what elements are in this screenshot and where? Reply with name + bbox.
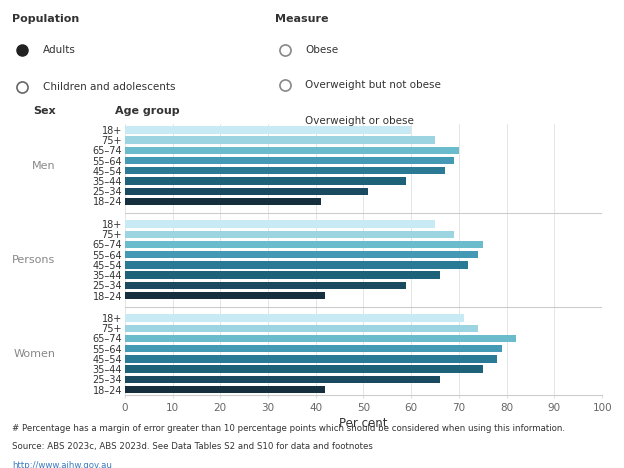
Bar <box>125 335 516 342</box>
Bar <box>125 198 321 205</box>
Text: Overweight but not obese: Overweight but not obese <box>305 80 441 90</box>
Bar <box>125 261 469 269</box>
Text: Sex: Sex <box>33 106 56 116</box>
Bar <box>125 271 440 279</box>
Text: http://www.aihw.gov.au: http://www.aihw.gov.au <box>12 461 112 468</box>
Bar <box>125 137 435 144</box>
Bar <box>125 157 454 164</box>
Text: Measure: Measure <box>275 14 328 24</box>
Text: Source: ABS 2023c, ABS 2023d. See Data Tables S2 and S10 for data and footnotes: Source: ABS 2023c, ABS 2023d. See Data T… <box>12 442 373 451</box>
X-axis label: Per cent: Per cent <box>339 417 388 430</box>
Bar <box>125 376 440 383</box>
Text: Men: Men <box>32 161 56 171</box>
Bar <box>125 188 368 195</box>
Bar <box>125 282 406 289</box>
Bar <box>125 241 483 248</box>
Text: Women: Women <box>14 349 56 359</box>
Bar <box>125 314 464 322</box>
Bar <box>125 355 497 363</box>
Bar <box>125 386 325 393</box>
Text: Persons: Persons <box>12 255 56 265</box>
Text: Adults: Adults <box>43 44 76 55</box>
Bar <box>125 292 325 299</box>
Bar <box>125 177 406 185</box>
Text: Population: Population <box>12 14 80 24</box>
Bar <box>125 251 478 258</box>
Bar <box>125 126 411 133</box>
Bar <box>125 366 483 373</box>
Bar <box>125 146 459 154</box>
Bar <box>125 324 478 332</box>
Bar <box>125 345 502 352</box>
Text: Children and adolescents: Children and adolescents <box>43 82 176 92</box>
Text: Obese: Obese <box>305 44 338 55</box>
Bar <box>125 231 454 238</box>
Text: # Percentage has a margin of error greater than 10 percentage points which shoul: # Percentage has a margin of error great… <box>12 424 565 432</box>
Bar <box>125 220 435 227</box>
Text: Age group: Age group <box>115 106 180 116</box>
Text: Overweight or obese: Overweight or obese <box>305 116 414 126</box>
Bar <box>125 167 445 175</box>
